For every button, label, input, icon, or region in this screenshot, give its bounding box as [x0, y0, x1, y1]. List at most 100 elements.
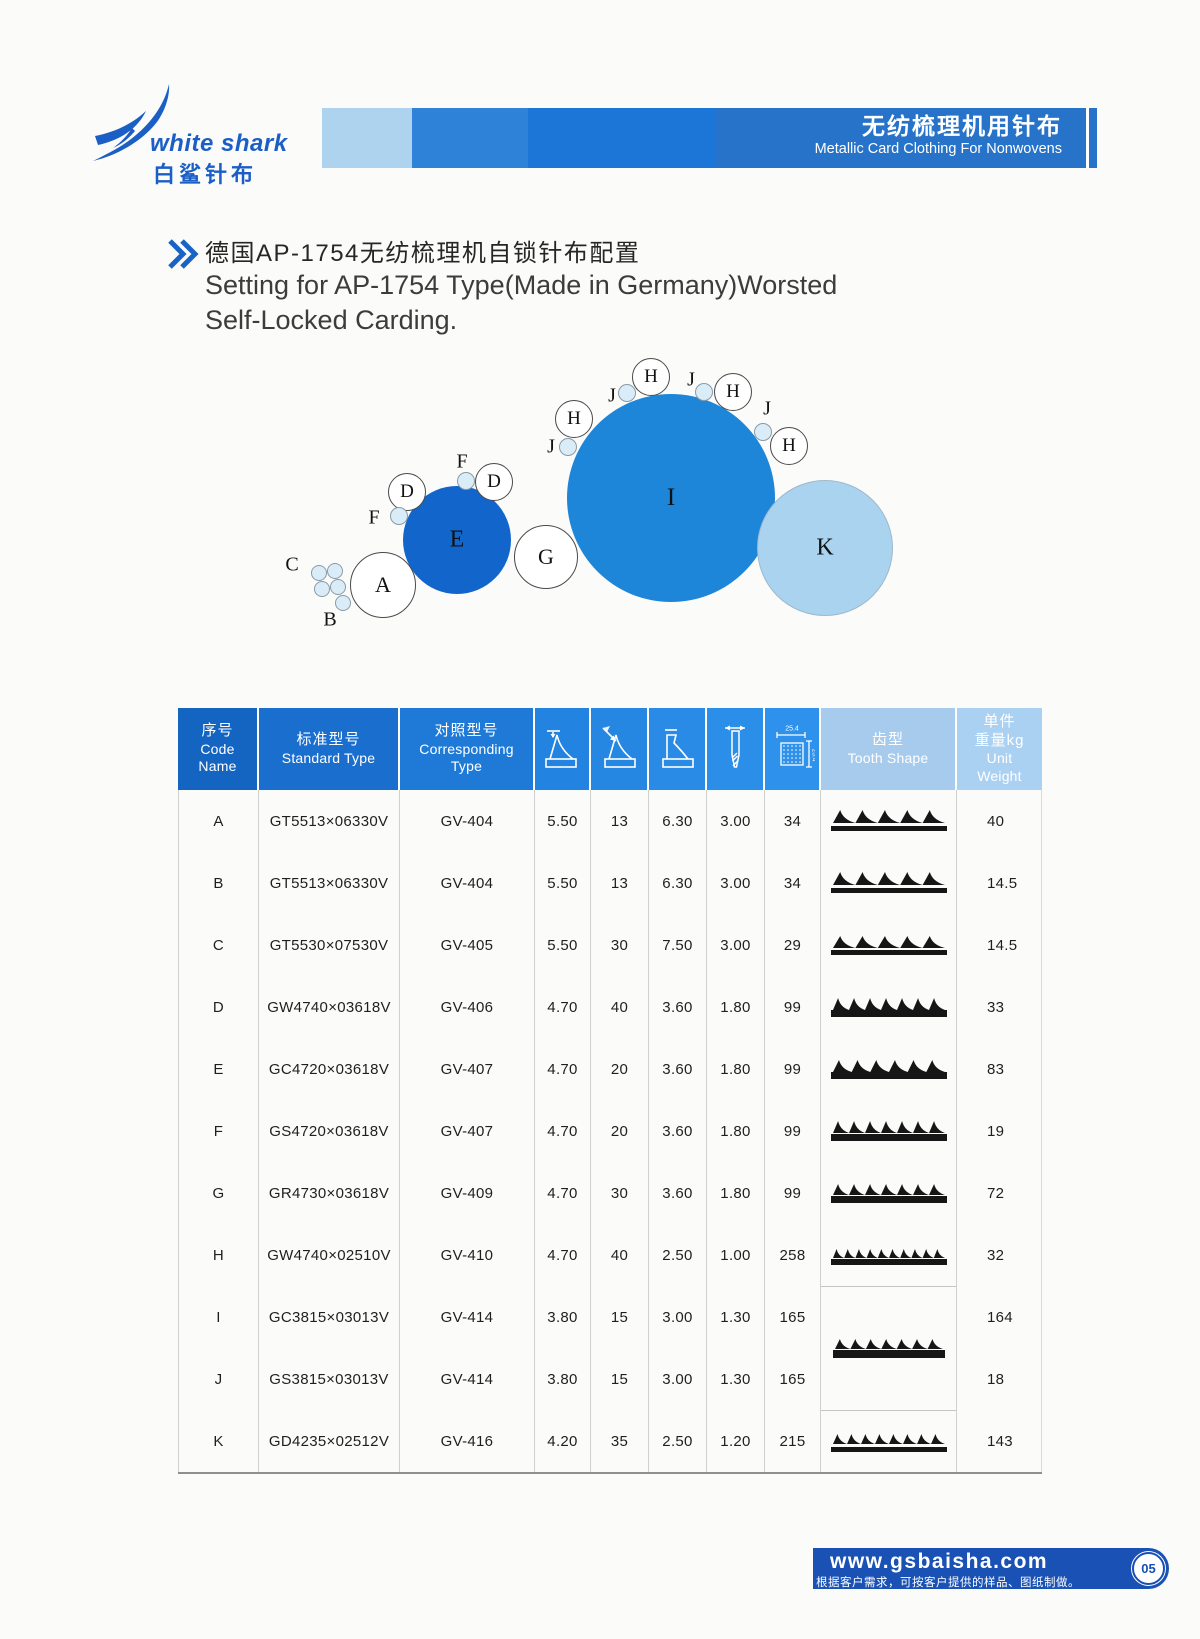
- rib-thickness-icon: [707, 708, 765, 790]
- cell-value: 4.70: [535, 1038, 591, 1100]
- cell-value: 1.30: [707, 1348, 765, 1410]
- small-roller: [457, 472, 475, 490]
- cell-value: 4.70: [535, 1224, 591, 1286]
- table-row-I: I GC3815×03013V GV-414 3.80 15 3.00 1.30 165 164: [178, 1286, 1042, 1358]
- roller-A: [350, 552, 416, 618]
- cell-code: E: [178, 1038, 259, 1100]
- cell-value: 215: [765, 1410, 821, 1472]
- cell-value: 35: [591, 1410, 649, 1472]
- small-roller: [330, 579, 346, 595]
- cell-code: H: [178, 1224, 259, 1286]
- cell-tooth-shape: [821, 790, 957, 852]
- cell-value: 20: [591, 1100, 649, 1162]
- roller-label-F: F: [368, 506, 380, 529]
- roller-H: [632, 358, 670, 396]
- roller-label-J: J: [763, 397, 771, 420]
- col-unit-weight: 单件 重量kg Unit Weight: [957, 708, 1042, 790]
- brand-name-cn: 白鲨针布: [153, 162, 258, 187]
- roller-label-F: F: [456, 450, 468, 473]
- cell-unit-weight: 32: [957, 1224, 1042, 1286]
- roller-H: [770, 427, 808, 465]
- small-roller: [695, 383, 713, 401]
- specification-table: 序号 Code Name 标准型号 Standard Type 对照型号 Cor…: [178, 708, 1042, 1474]
- cell-value: 15: [591, 1348, 649, 1410]
- cell-value: 30: [591, 914, 649, 976]
- cell-value: 3.60: [649, 1162, 707, 1224]
- cell-corresponding-type: GV-404: [400, 790, 535, 852]
- footer-note-cn: 根据客户需求，可按客户提供的样品、图纸制做。: [816, 1577, 1080, 1589]
- cell-value: 5.50: [535, 790, 591, 852]
- small-roller: [314, 581, 330, 597]
- table-body: A GT5513×06330V GV-404 5.50 13 6.30 3.00 34 40 B G…: [178, 790, 1042, 1474]
- cell-value: 99: [765, 1038, 821, 1100]
- small-roller: [559, 438, 577, 456]
- section-title-en-line1: Setting for AP-1754 Type(Made in Germany…: [205, 270, 838, 300]
- cell-value: 3.00: [649, 1348, 707, 1410]
- banner-title-cn: 无纺梳理机用针布: [862, 113, 1062, 139]
- cell-code: D: [178, 976, 259, 1038]
- cell-standard-type: GR4730×03618V: [259, 1162, 400, 1224]
- cell-tooth-shape: [821, 1348, 957, 1410]
- roller-label-H: H: [644, 366, 658, 387]
- small-roller: [335, 595, 351, 611]
- table-row-K: K GD4235×02512V GV-416 4.20 35 2.50 1.20 215 143: [178, 1410, 1042, 1472]
- roller-G: [514, 525, 578, 589]
- table-row-F: F GS4720×03618V GV-407 4.70 20 3.60 1.80 99 19: [178, 1100, 1042, 1162]
- roller-K: [757, 480, 893, 616]
- cell-corresponding-type: GV-405: [400, 914, 535, 976]
- cell-standard-type: GW4740×02510V: [259, 1224, 400, 1286]
- footer-website: www.gsbaisha.com: [830, 1550, 1049, 1573]
- roller-label-D: D: [400, 481, 414, 502]
- cell-standard-type: GT5513×06330V: [259, 852, 400, 914]
- cell-value: 40: [591, 976, 649, 1038]
- cell-value: 30: [591, 1162, 649, 1224]
- cell-value: 3.80: [535, 1286, 591, 1348]
- cell-value: 34: [765, 852, 821, 914]
- cell-code: K: [178, 1410, 259, 1472]
- cell-value: 29: [765, 914, 821, 976]
- cell-corresponding-type: GV-414: [400, 1348, 535, 1410]
- cell-corresponding-type: GV-416: [400, 1410, 535, 1472]
- tooth-shape-merged-image: [831, 1335, 947, 1364]
- cell-tooth-shape: [821, 1038, 957, 1100]
- cell-value: 1.80: [707, 976, 765, 1038]
- cell-code: A: [178, 790, 259, 852]
- roller-label-E: E: [449, 526, 465, 553]
- cell-value: 99: [765, 1162, 821, 1224]
- cell-corresponding-type: GV-410: [400, 1224, 535, 1286]
- small-roller: [390, 507, 408, 525]
- cell-code: F: [178, 1100, 259, 1162]
- tooth-depth-icon: [649, 708, 707, 790]
- roller-label-C: C: [285, 553, 299, 576]
- cell-tooth-shape: [821, 976, 957, 1038]
- cell-unit-weight: 18: [957, 1348, 1042, 1410]
- page-number-badge: 05: [1131, 1551, 1166, 1586]
- footer-bar: [813, 1548, 1169, 1589]
- cell-value: 165: [765, 1348, 821, 1410]
- cell-code: G: [178, 1162, 259, 1224]
- roller-label-I: I: [666, 484, 676, 511]
- cell-unit-weight: 143: [957, 1410, 1042, 1472]
- banner-segment-1: [322, 108, 412, 168]
- small-roller: [327, 563, 343, 579]
- banner-segment-4: [716, 108, 1097, 168]
- section-title-cn: 德国AP-1754无纺梳理机自锁针布配置: [205, 240, 641, 267]
- cell-value: 4.70: [535, 1100, 591, 1162]
- roller-label-K: K: [816, 534, 834, 561]
- cell-value: 258: [765, 1224, 821, 1286]
- cell-value: 4.70: [535, 1162, 591, 1224]
- cell-corresponding-type: GV-407: [400, 1100, 535, 1162]
- cell-standard-type: GS4720×03618V: [259, 1100, 400, 1162]
- cell-corresponding-type: GV-414: [400, 1286, 535, 1348]
- cell-standard-type: GT5530×07530V: [259, 914, 400, 976]
- cell-code: I: [178, 1286, 259, 1348]
- col-corresponding-type: 对照型号 Corresponding Type: [400, 708, 535, 790]
- cell-value: 40: [591, 1224, 649, 1286]
- cell-tooth-shape: [821, 1100, 957, 1162]
- cell-value: 3.00: [707, 790, 765, 852]
- small-roller: [618, 384, 636, 402]
- cell-unit-weight: 72: [957, 1162, 1042, 1224]
- double-chevron-icon: [166, 238, 200, 275]
- cell-corresponding-type: GV-406: [400, 976, 535, 1038]
- cell-code: B: [178, 852, 259, 914]
